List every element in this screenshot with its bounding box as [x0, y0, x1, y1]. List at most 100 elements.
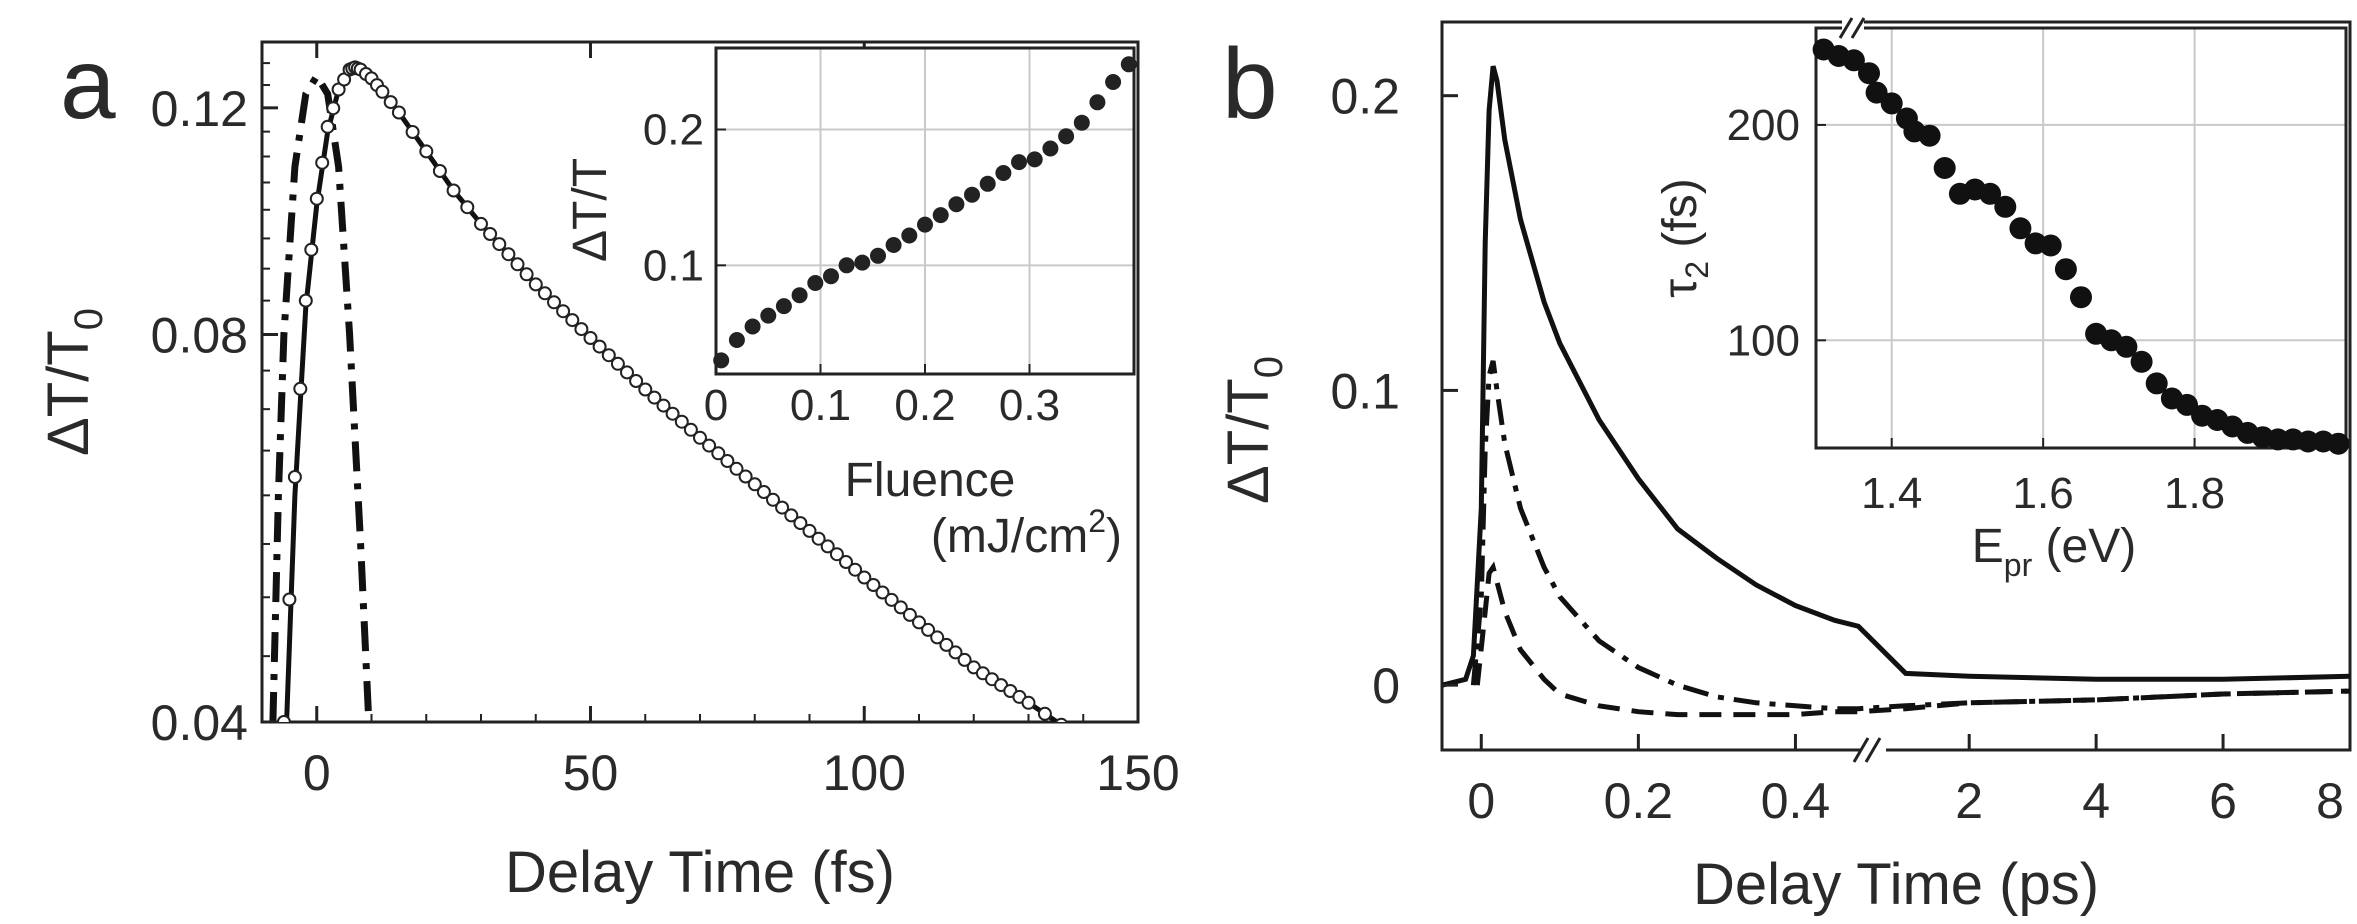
chart-a-data-point — [875, 585, 890, 600]
chart-a-inset-point — [760, 307, 777, 324]
chart-b-inset-break-mark-1 — [1838, 17, 1854, 39]
chart-a-data-point — [460, 200, 475, 215]
chart-b-inset-point — [1880, 92, 1903, 115]
chart-a-data-point — [483, 227, 498, 241]
chart-a-data-point — [793, 516, 808, 531]
chart-a-data-point — [802, 523, 817, 538]
chart-a-ylabel-main: ΔT/T — [36, 330, 101, 456]
chart-a-inset-point — [744, 318, 761, 335]
chart-a-data-point — [756, 485, 771, 499]
chart-b-xtick-label: 6 — [2209, 773, 2237, 829]
chart-b-inset-point — [1933, 157, 1956, 179]
chart-a-inset: 0 0.1 0.2 0.3 0.1 0.2 ΔT/T Fluence (mJ/cm2) — [564, 46, 1137, 563]
chart-a-data-point — [583, 331, 598, 345]
chart-a-data-point — [375, 84, 390, 99]
chart-a-inset-point — [1026, 151, 1043, 168]
chart-a-data-point — [720, 454, 735, 468]
chart-a-data-point — [492, 237, 507, 252]
chart-b-inset-point — [2115, 335, 2138, 358]
chart-b-inset-xtick-label: 1.4 — [1861, 469, 1922, 518]
chart-a-data-point — [638, 382, 653, 397]
chart-b-inset-point — [2297, 430, 2320, 453]
chart-b-inset-y-ticks: 100 200 — [1727, 101, 1826, 365]
chart-a-data-point — [656, 398, 671, 413]
chart-a-data-point — [304, 242, 319, 257]
chart-a-data-point — [683, 422, 698, 437]
chart-a-data-point — [665, 406, 680, 421]
chart-a-data-point — [839, 555, 853, 569]
chart-b-inset-point — [2130, 350, 2153, 373]
chart-a-inset-point — [964, 186, 980, 203]
chart-a-inset-point — [713, 352, 730, 369]
chart-a-data-point — [574, 322, 589, 337]
chart-b-xlabel: Delay Time (ps) — [1693, 852, 2099, 917]
chart-a-data-point — [510, 257, 525, 272]
chart-b-inset-xtick-label: 1.6 — [2013, 469, 2074, 518]
chart-a-data-point — [565, 313, 580, 328]
chart-a-inset-xlabel: Fluence — [845, 454, 1016, 507]
chart-a-ylabel: ΔT/T0 — [36, 308, 111, 456]
chart-b-ytick-label: 0.2 — [1330, 69, 1400, 125]
chart-a-data-point — [647, 390, 662, 405]
chart-a-ytick-label: 0.04 — [151, 695, 248, 751]
chart-a-data-point — [405, 125, 420, 139]
chart-a-data-point — [383, 95, 398, 110]
chart-a-inset-point — [1042, 140, 1059, 157]
chart-b-inset-ylabel-main: τ — [1654, 279, 1707, 298]
chart-a-inset-xlabel-units-main: (mJ/cm — [931, 510, 1088, 563]
chart-a-data-point — [848, 562, 863, 577]
chart-b-inset-point — [2145, 372, 2168, 395]
chart-a-data-point — [474, 216, 488, 231]
chart-b-inset-xlabel-main: E — [1972, 520, 2004, 573]
chart-a-inset-point — [823, 268, 839, 285]
chart-b-inset-point — [1858, 62, 1880, 85]
chart-a-inset-point — [838, 257, 855, 274]
chart-a-data-point — [711, 446, 726, 461]
chart-a-series-data — [276, 60, 1068, 722]
chart-a-data-point — [309, 191, 324, 206]
chart-b-inset: 1.4 1.6 1.8 100 200 Epr (eV) τ2 (fs) — [1654, 17, 2350, 583]
chart-b-inset-point — [2266, 428, 2289, 451]
chart-a-data-point — [1037, 706, 1052, 721]
chart-b-inset-ytick-label: 100 — [1727, 316, 1800, 365]
chart-a-inset-point — [807, 275, 824, 291]
chart-a-data-point — [893, 600, 908, 615]
chart-b-inset-xlabel-sub: pr — [2004, 547, 2033, 583]
chart-a-data-point — [738, 469, 753, 484]
chart-a-inset-xlabel-sup: 2 — [1088, 503, 1106, 539]
chart-b-inset-point — [2327, 432, 2350, 455]
chart-a-data-point — [537, 286, 552, 301]
chart-a-inset-point — [1073, 114, 1090, 131]
chart-a-inset-point — [728, 332, 745, 348]
panel-label-a: a — [60, 28, 116, 140]
chart-b-frame — [1440, 20, 2352, 752]
chart-a-data-point — [315, 155, 330, 170]
chart-b-y-ticks: 0 0.1 0.2 — [1330, 69, 1458, 714]
chart-a-xtick-label: 100 — [823, 745, 906, 801]
chart-a-data-point — [693, 430, 707, 445]
chart-b-inset-ylabel: τ2 (fs) — [1654, 178, 1715, 297]
chart-a-data-point — [829, 547, 844, 562]
chart-a-xtick-label: 50 — [563, 745, 619, 801]
chart-a-data-point — [866, 578, 881, 592]
chart-a-inset-point — [885, 237, 902, 253]
chart-a-inset-point — [775, 298, 792, 315]
chart-a-x-ticks: 0 50 100 150 — [303, 42, 1180, 801]
chart-a-data-point — [419, 144, 434, 159]
chart-b-inset-point — [1979, 182, 2002, 205]
chart-a-data-point — [766, 492, 780, 507]
chart-a-data-point — [519, 267, 534, 282]
chart-a-data-point — [326, 101, 341, 116]
chart-b-xtick-label: 2 — [1955, 773, 1983, 829]
chart-a-inset-point — [1089, 94, 1106, 111]
chart-a-data-point — [556, 304, 571, 319]
chart-a-data-point — [282, 592, 297, 607]
chart-b-series-dash-dot — [1470, 360, 2350, 712]
chart-b-inset-xtick-label: 1.8 — [2164, 469, 2225, 518]
chart-a-data-point — [320, 119, 335, 134]
chart-a-inset-point — [932, 207, 949, 224]
chart-a-data-point — [547, 295, 561, 310]
chart-a-data-point — [921, 622, 936, 637]
chart-a-inset-point — [948, 196, 965, 213]
